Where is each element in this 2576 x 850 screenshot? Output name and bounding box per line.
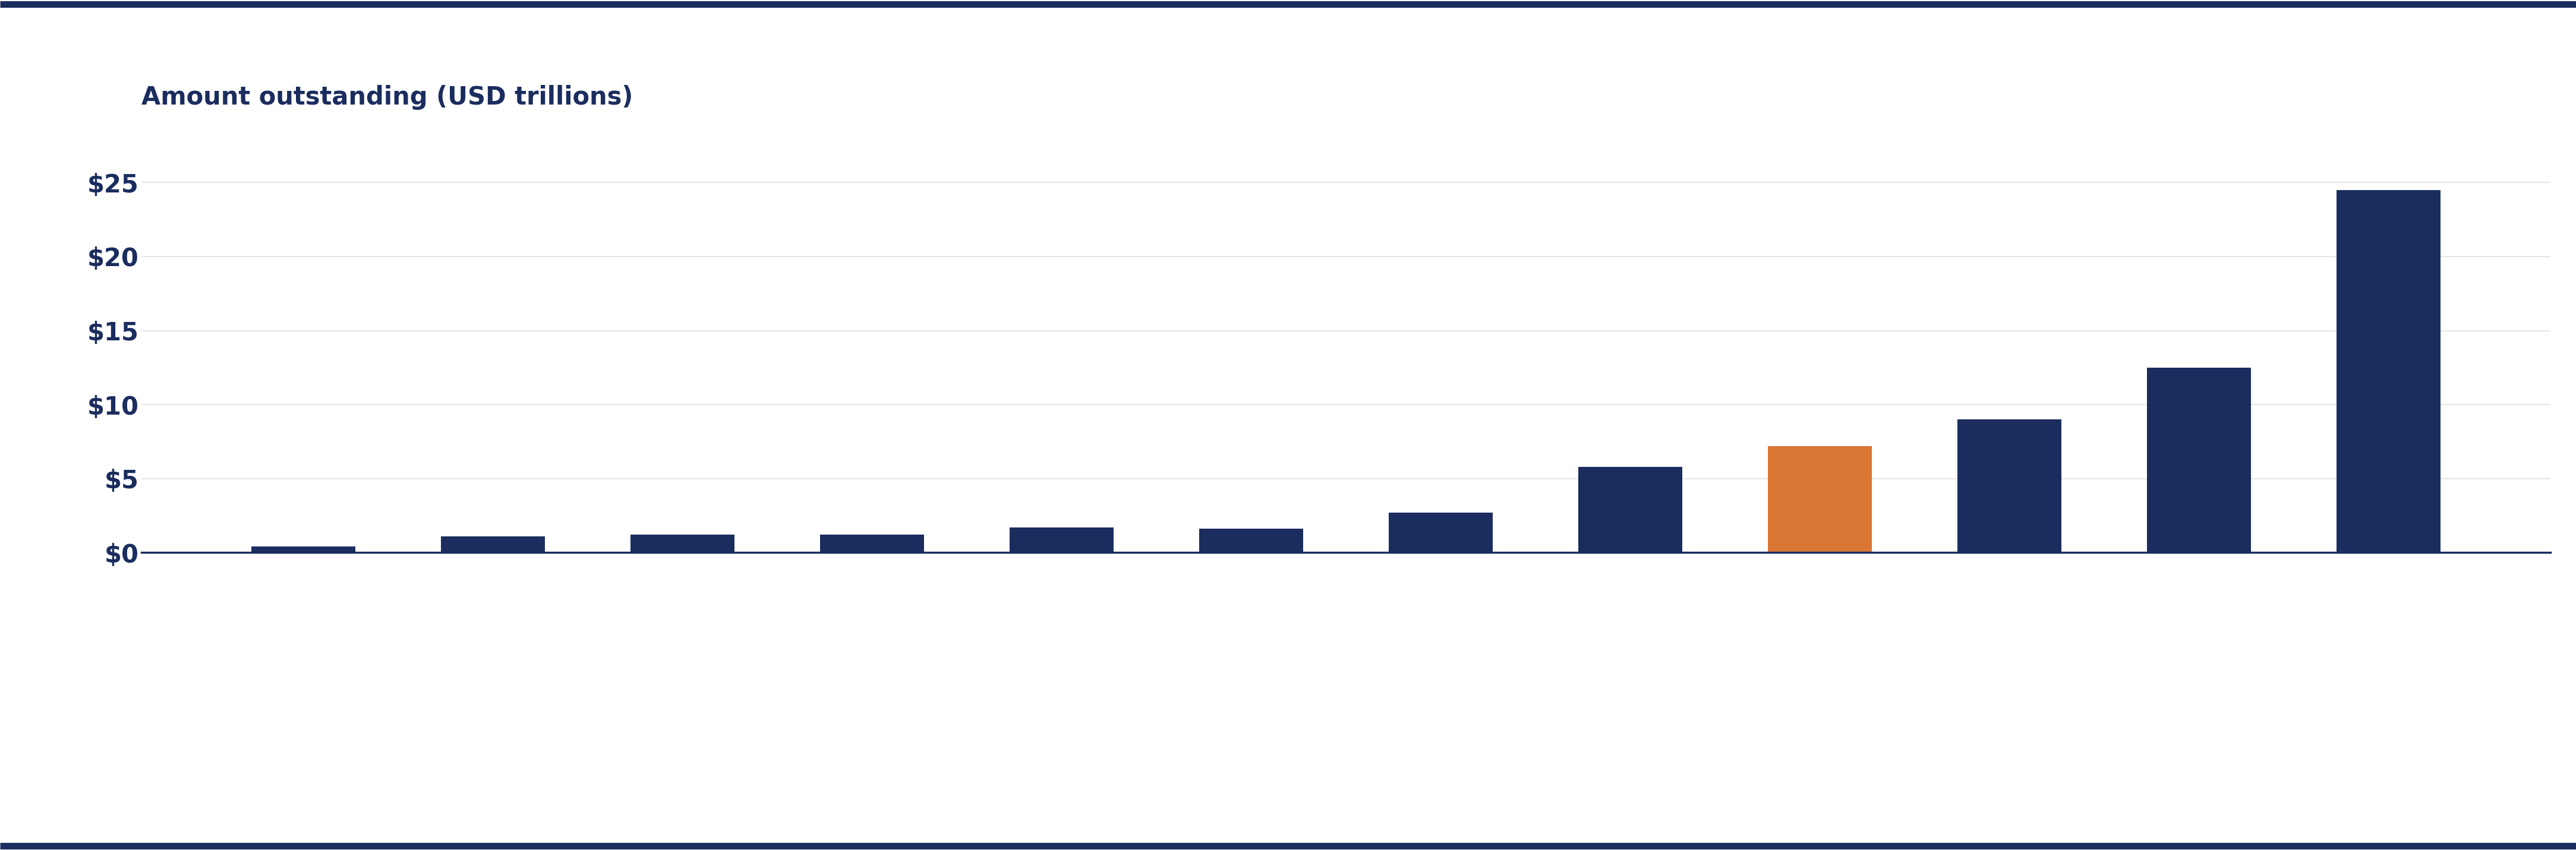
Bar: [1388, 513, 1494, 552]
Bar: [1579, 467, 1682, 552]
Bar: [1958, 419, 2061, 552]
Text: Amount outstanding (USD trillions): Amount outstanding (USD trillions): [142, 85, 634, 110]
Bar: [1767, 446, 1873, 552]
Bar: [819, 535, 925, 552]
Bar: [1010, 527, 1113, 552]
Bar: [631, 535, 734, 552]
Bar: [1198, 529, 1303, 552]
Bar: [252, 547, 355, 552]
Bar: [2336, 190, 2439, 552]
Bar: [2146, 367, 2251, 552]
Bar: [440, 536, 546, 552]
